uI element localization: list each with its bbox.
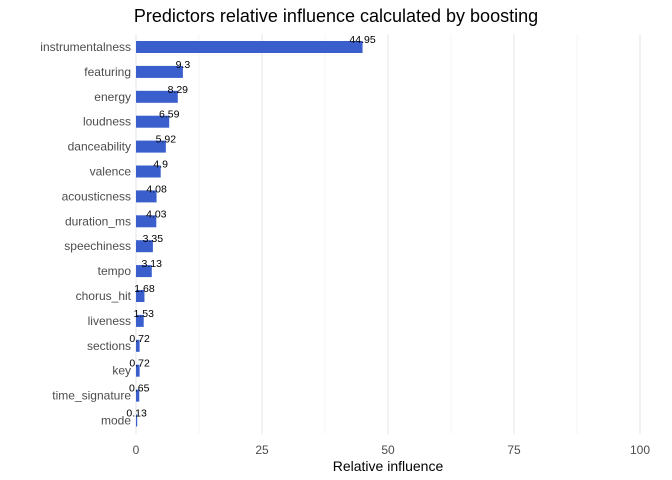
category-label: tempo [98,264,132,278]
bar-speechiness [136,240,153,253]
data-label: 0.13 [126,408,147,420]
category-label: energy [94,90,131,104]
data-label: 4.08 [146,183,167,195]
category-label: time_signature [52,389,131,403]
data-label: 3.35 [143,233,164,245]
bar-liveness [136,314,144,327]
data-label: 1.53 [133,308,154,320]
data-label: 8.29 [168,84,189,96]
bar-time-signature [136,389,140,402]
category-label: key [112,364,131,378]
category-labels: instrumentalness featuring energy loudness d… [40,40,131,428]
category-label: instrumentalness [40,40,131,54]
bar-tempo [136,265,152,278]
category-label: mode [101,414,131,428]
data-label: 4.03 [146,208,167,220]
category-label: speechiness [64,239,131,253]
data-label: 6.59 [159,109,180,121]
chart-title: Predictors relative influence calculated… [133,6,539,26]
bar-danceability [136,140,166,153]
bar-key [136,364,140,377]
bar-duration-ms [136,215,157,228]
category-label: danceability [68,140,131,154]
bar-loudness [136,115,170,128]
data-label: 1.68 [134,283,155,295]
bar-sections [136,339,140,352]
data-label: 0.65 [129,383,150,395]
data-label: 9.3 [176,59,191,71]
category-label: chorus_hit [76,289,132,303]
data-label: 44.95 [349,34,375,46]
data-label: 4.9 [153,159,168,171]
category-label: valence [90,165,132,179]
data-label: 0.72 [129,333,150,345]
x-tick-label: 100 [630,443,650,457]
x-tick-label: 75 [507,443,521,457]
data-label: 3.13 [142,258,163,270]
category-label: sections [87,339,131,353]
category-label: liveness [88,314,131,328]
bar-energy [136,90,178,103]
x-tick-label: 50 [381,443,395,457]
bar-instrumentalness [136,41,363,53]
bar-featuring [136,65,183,78]
category-label: duration_ms [65,214,131,228]
x-tick-label: 25 [255,443,269,457]
category-label: featuring [84,65,131,79]
bars [136,41,363,427]
data-label: 5.92 [156,134,177,146]
bar-chorus-hit [136,290,145,302]
x-tick-label: 0 [133,443,140,457]
grid-lines [135,34,641,434]
category-label: acousticness [62,189,131,203]
x-axis-title: Relative influence [333,458,444,474]
x-tick-labels: 0 25 50 75 100 [133,443,651,457]
bar-mode [136,414,138,427]
category-label: loudness [83,115,131,129]
data-label: 0.72 [129,358,150,370]
bar-acousticness [136,190,157,203]
bar-valence [136,165,161,178]
data-labels: 44.95 9.3 8.29 6.59 5.92 4.9 4.08 4.03 3.35 3.13 1… [126,34,375,420]
